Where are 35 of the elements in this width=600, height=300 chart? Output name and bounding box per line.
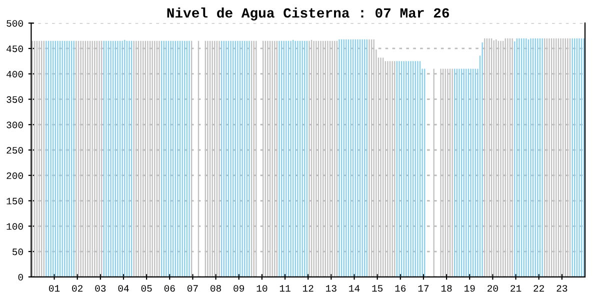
y-tick-label: 150 [6,198,23,204]
x-tick-label: 18 [441,285,452,292]
y-tick-label: 0 [18,274,23,281]
y-tick-label: 250 [6,147,23,154]
chart-title: Nivel de Agua Cisterna : 07 Mar 26 [167,7,449,20]
x-tick-label: 10 [256,285,268,292]
x-tick-label: 11 [280,285,290,292]
x-tick-label: 20 [488,285,498,292]
x-tick-label: 06 [164,285,175,292]
y-tick-label: 50 [12,248,23,256]
y-tick-label: 100 [6,223,23,230]
x-tick-label: 14 [349,285,360,292]
x-tick-label: 22 [534,285,544,292]
x-tick-label: 17 [418,285,429,292]
x-tick-label: 12 [302,285,314,292]
x-tick-label: 13 [326,285,336,292]
x-tick-label: 07 [187,285,198,292]
x-tick-label: 15 [372,285,383,292]
y-tick-label: 500 [6,20,23,27]
y-tick-label: 300 [6,122,23,128]
x-tick-label: 08 [210,285,221,292]
x-tick-label: 01 [49,285,60,292]
x-tick-label: 21 [510,285,522,292]
x-tick-label: 03 [95,285,106,292]
y-tick-label: 450 [6,46,23,52]
x-tick-label: 19 [464,285,475,292]
x-tick-label: 05 [141,285,152,292]
y-tick-label: 350 [6,96,23,103]
y-tick-label: 400 [6,70,23,78]
x-tick-label: 23 [556,285,568,292]
x-tick-label: 16 [395,285,406,292]
y-tick-label: 200 [6,172,23,179]
x-tick-label: 04 [118,285,129,292]
x-tick-label: 02 [72,285,82,292]
x-tick-label: 09 [234,285,244,292]
